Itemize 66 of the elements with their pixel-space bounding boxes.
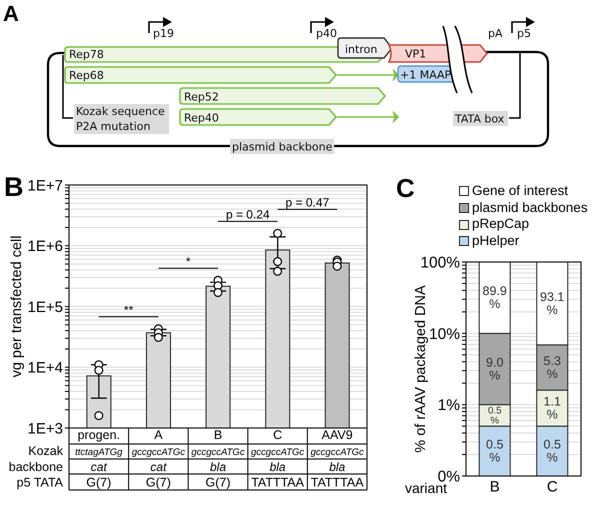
annotation: * xyxy=(186,254,191,268)
x-tick-label: A xyxy=(154,428,164,442)
chart-title: C xyxy=(396,173,415,203)
text: p5 xyxy=(517,27,531,40)
y-tick-label: 1E+4 xyxy=(28,360,63,377)
y-tick-label: 1E+5 xyxy=(28,298,63,316)
text: +1 MAAP xyxy=(400,68,452,82)
y-tick-label: 10% xyxy=(428,326,460,343)
text: gccgccATGc xyxy=(310,446,364,458)
text: pA xyxy=(488,27,503,40)
text: Rep52 xyxy=(184,90,219,104)
x-tick-label: B xyxy=(214,428,222,442)
data-label: 93.1 % xyxy=(540,290,564,317)
text: Rep78 xyxy=(69,48,104,61)
text: bla xyxy=(210,460,226,474)
text: G(7) xyxy=(146,476,171,490)
text: ttctagATGg xyxy=(75,446,124,458)
y-tick-label: 100% xyxy=(420,254,460,272)
y-tick-label: 1E+3 xyxy=(28,420,63,438)
data-label: 0.5 % xyxy=(544,438,561,465)
text: Kozak sequence xyxy=(76,105,166,118)
y-tick-label: 1E+6 xyxy=(28,238,63,256)
text: TATTTAA xyxy=(310,476,364,490)
legend-label: Gene of interest xyxy=(472,183,568,200)
text: A xyxy=(3,1,19,26)
text: TATA box xyxy=(454,112,505,126)
text: gccgccATGc xyxy=(132,446,186,458)
y-tick-label: 1E+7 xyxy=(28,177,63,194)
annotation: p = 0.24 xyxy=(226,207,270,222)
text: Rep40 xyxy=(184,112,219,124)
text: G(7) xyxy=(206,476,230,490)
text: VP1 xyxy=(405,48,426,60)
text: p19 xyxy=(153,27,174,40)
text: bla xyxy=(270,460,286,474)
text: gccgccATGc xyxy=(251,446,304,458)
text: gccgccATGc xyxy=(191,446,245,458)
y-axis-title: % of rAAV packaged DNA xyxy=(413,284,429,453)
chart-title: B xyxy=(4,172,24,202)
x-tick-label: AAV9 xyxy=(322,428,353,442)
text: intron xyxy=(345,43,378,56)
data-label: 5.3 % xyxy=(544,354,561,382)
x-tick-label: progen. xyxy=(78,428,120,442)
data-label: 0.5 % xyxy=(486,438,504,465)
text: p5 TATA xyxy=(16,476,64,490)
text: cat xyxy=(90,460,108,474)
data-label: 9.0 % xyxy=(486,355,504,383)
text: cat xyxy=(150,460,168,474)
x-tick-label: C xyxy=(273,428,282,442)
text: bla xyxy=(329,460,346,474)
y-axis-title: vg per transfected cell xyxy=(9,236,25,378)
data-label: 0.5 % xyxy=(488,404,502,426)
text: G(7) xyxy=(86,476,112,490)
text: P2A mutation xyxy=(76,120,150,133)
text: Kozak xyxy=(28,444,64,458)
text: Rep68 xyxy=(69,69,104,82)
data-label: 1.1 % xyxy=(544,394,561,422)
data-label: 89.9 % xyxy=(482,284,507,312)
text: TATTTAA xyxy=(251,476,305,490)
legend-label: pHelper xyxy=(472,233,520,250)
text: backbone xyxy=(8,460,64,474)
text: p40 xyxy=(316,27,337,40)
y-tick-label: 1% xyxy=(438,397,460,414)
legend-label: pRepCap xyxy=(472,216,530,234)
annotation: p = 0.47 xyxy=(286,195,330,210)
legend-label: plasmid backbones xyxy=(472,200,588,216)
annotation: ** xyxy=(124,302,134,317)
